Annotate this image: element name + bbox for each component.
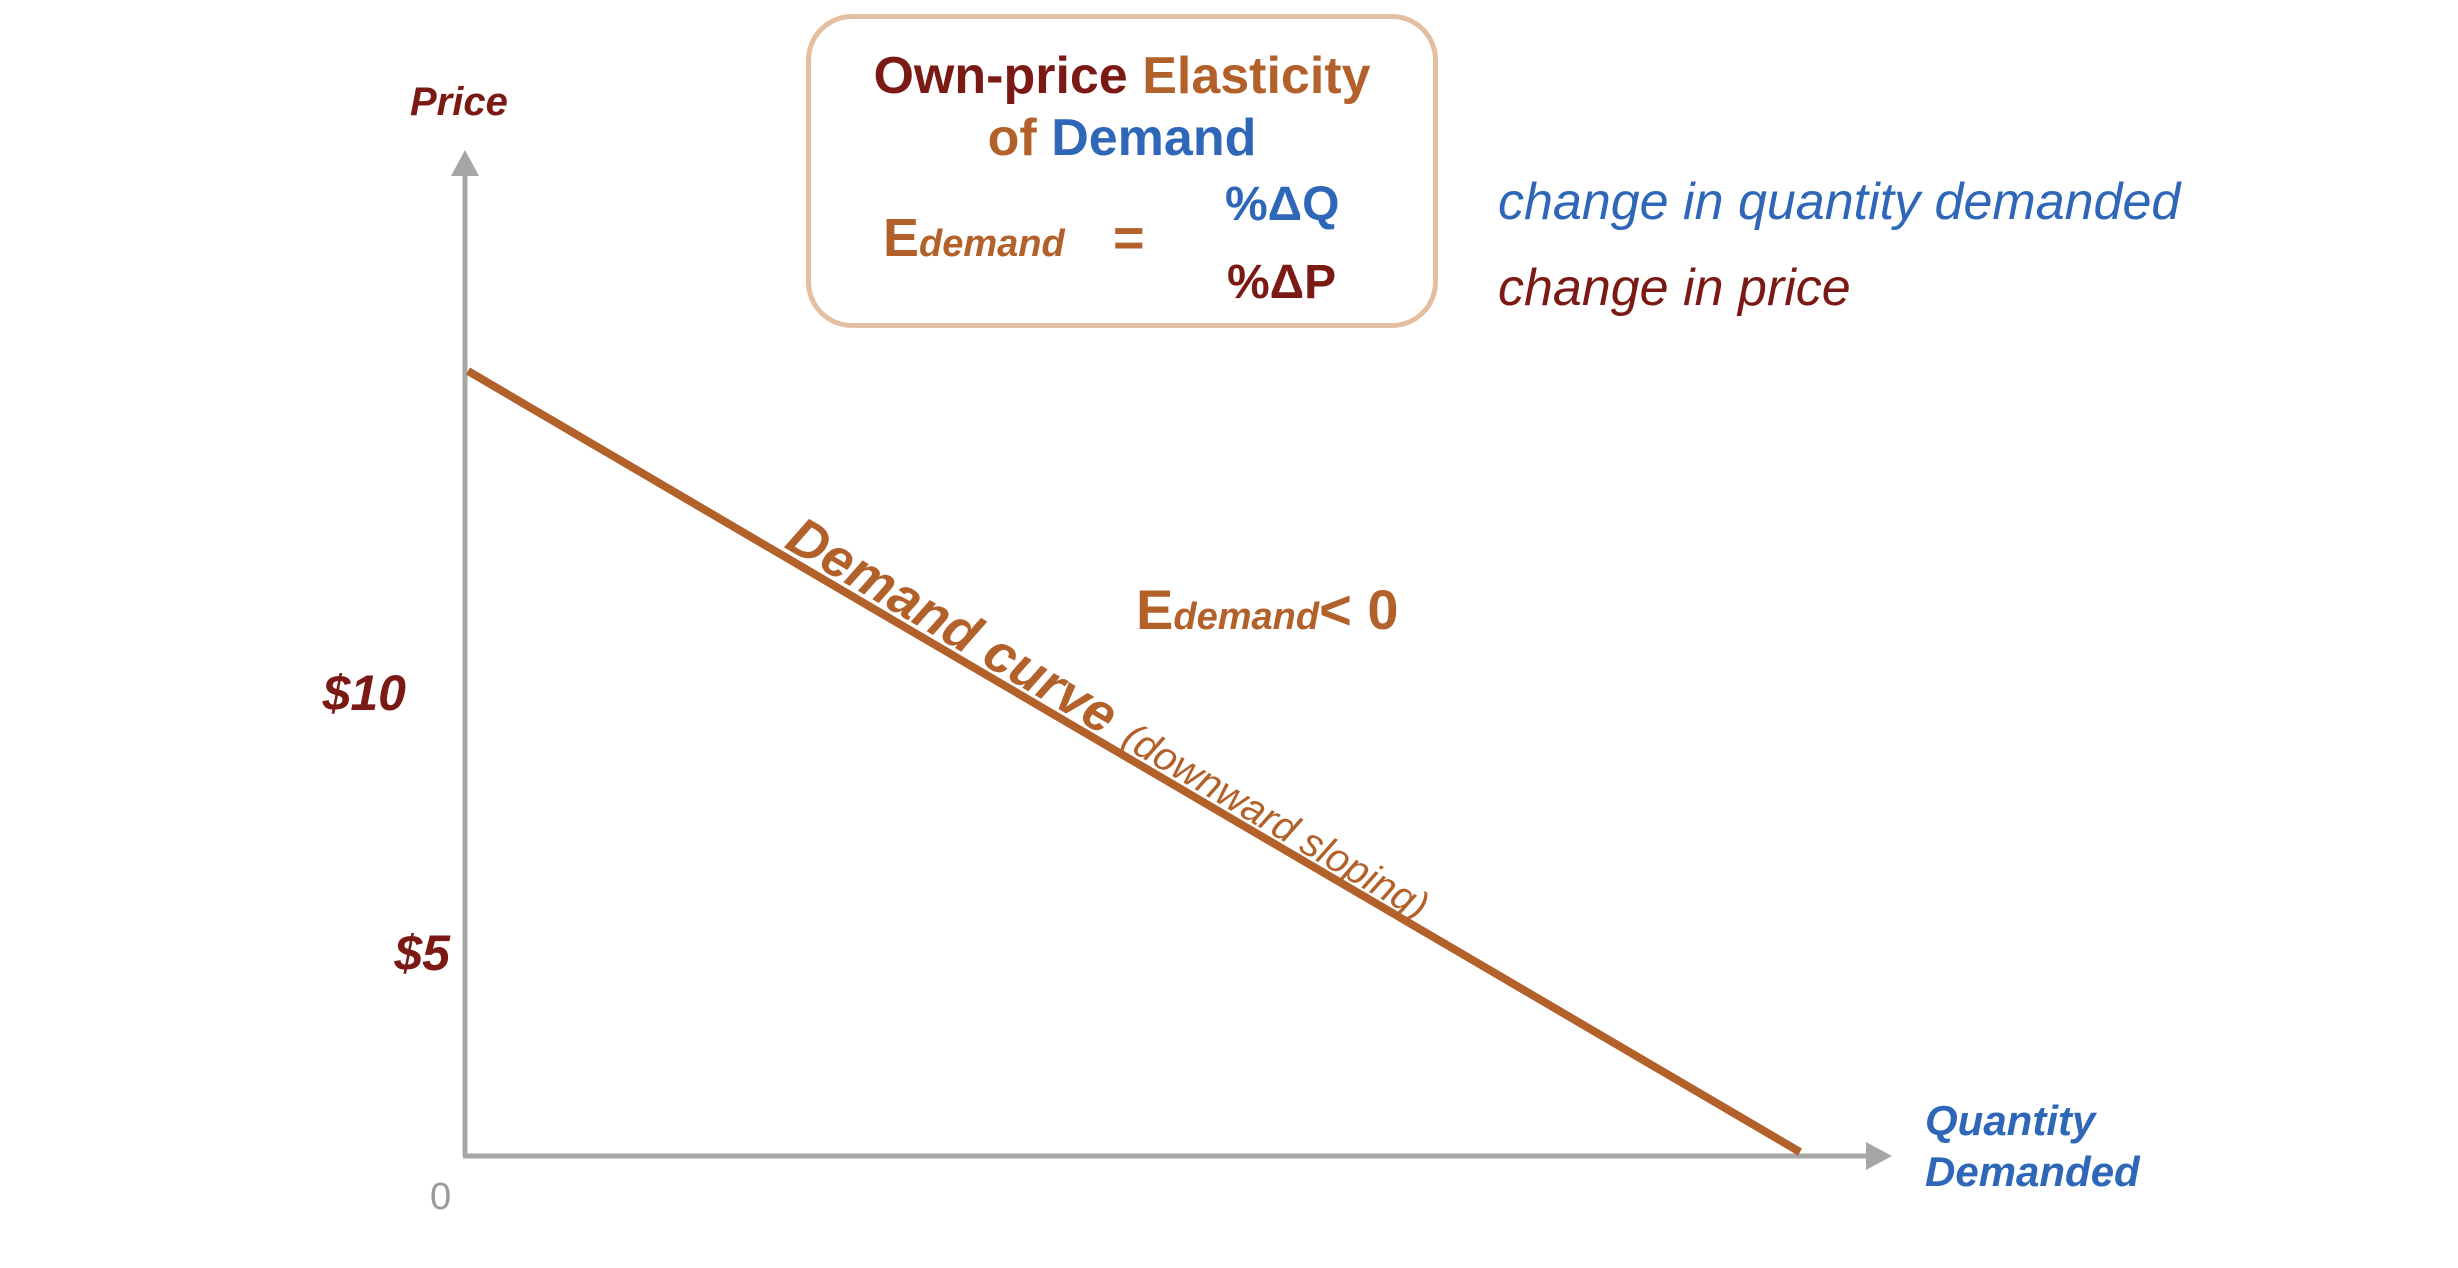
formula-e: E bbox=[883, 208, 920, 268]
inequality-e-subscript: demand bbox=[1173, 596, 1320, 638]
y-tick-5: $5 bbox=[394, 925, 450, 981]
x-axis-arrow-icon bbox=[1866, 1142, 1892, 1170]
formula-numerator: %ΔQ bbox=[1225, 178, 1340, 231]
formula-box: Own-price Elasticity of Demand Edemand =… bbox=[806, 14, 1438, 328]
formula-e-subscript: demand bbox=[919, 223, 1065, 265]
formula-lhs: Edemand bbox=[883, 211, 1065, 265]
title-own-price: Own-price bbox=[873, 47, 1128, 105]
legend-denominator-meaning: change in price bbox=[1498, 259, 1851, 317]
formula-title: Own-price Elasticity of Demand bbox=[811, 45, 1433, 170]
title-demand: Demand bbox=[1051, 109, 1257, 168]
legend-numerator-meaning: change in quantity demanded bbox=[1498, 173, 2181, 231]
y-axis-arrow-icon bbox=[451, 150, 479, 176]
title-elasticity: Elasticity bbox=[1142, 47, 1371, 105]
x-axis-label: Quantity Demanded bbox=[1925, 1097, 2140, 1196]
demand-curve-line bbox=[465, 367, 1803, 1156]
y-tick-10: $10 bbox=[322, 665, 406, 721]
inequality-relation: < 0 bbox=[1319, 578, 1399, 641]
formula-denominator: %ΔP bbox=[1227, 256, 1337, 309]
title-of: of bbox=[987, 109, 1037, 168]
inequality-e: E bbox=[1136, 578, 1174, 641]
origin-label: 0 bbox=[430, 1176, 452, 1218]
elasticity-inequality: Edemand< 0 bbox=[1136, 582, 1398, 638]
formula-equals: = bbox=[1113, 208, 1145, 268]
y-axis-label: Price bbox=[410, 80, 508, 124]
